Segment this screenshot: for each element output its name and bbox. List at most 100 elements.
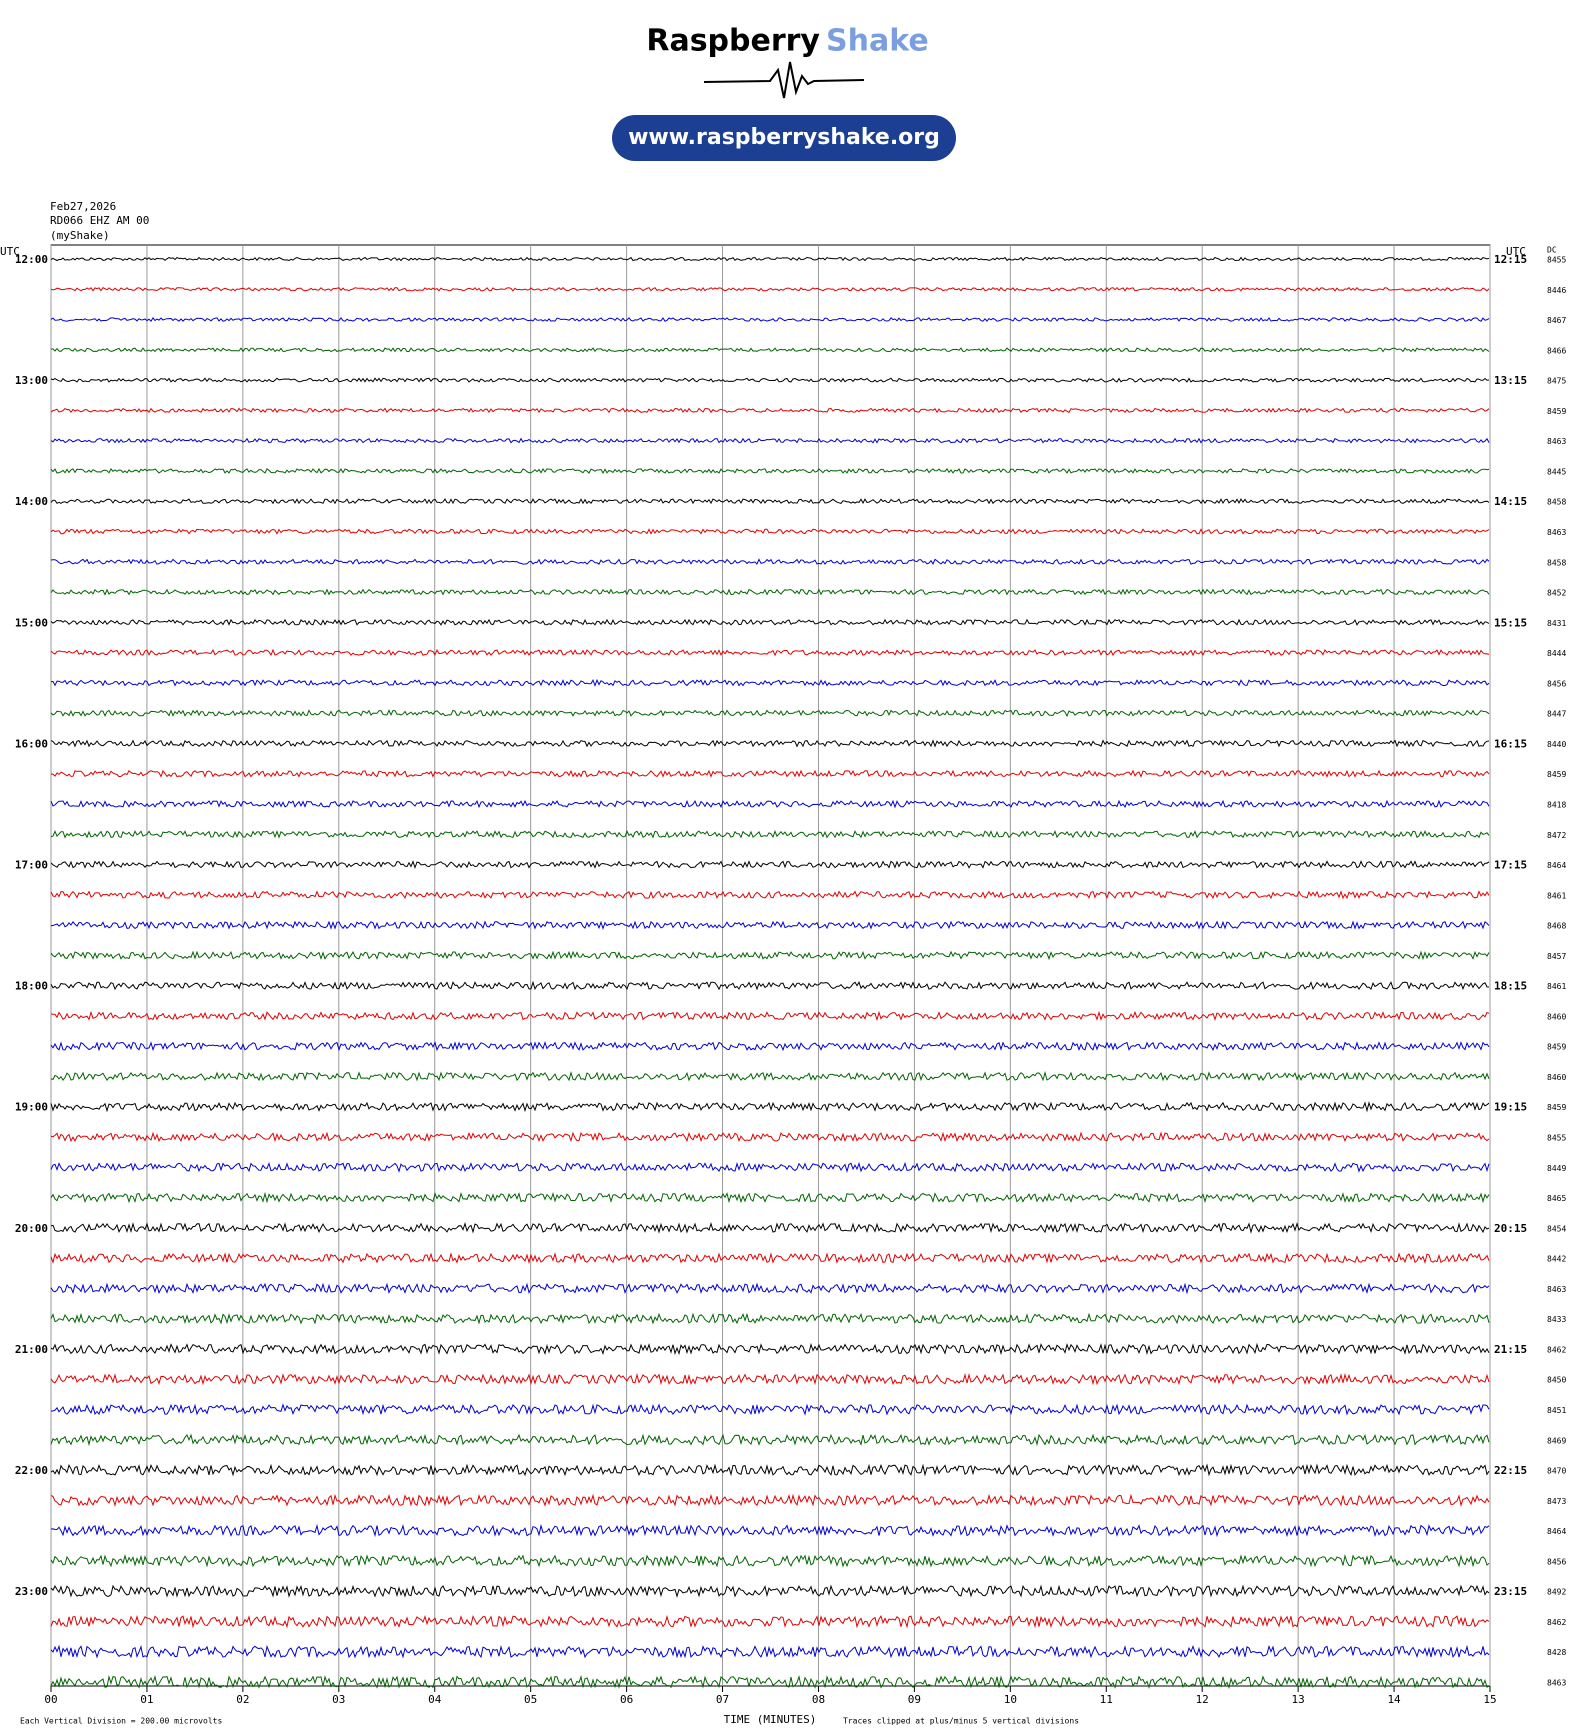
trace xyxy=(50,950,1490,961)
trace xyxy=(50,498,1490,505)
trace xyxy=(50,829,1490,839)
x-tick-label: 13 xyxy=(1292,1693,1305,1706)
dc-offset: 8465 xyxy=(1547,1194,1566,1203)
dc-offset: 8458 xyxy=(1547,558,1566,567)
dc-offset: 8442 xyxy=(1547,1255,1566,1264)
trace xyxy=(50,1191,1490,1204)
dc-offset: 8454 xyxy=(1547,1224,1566,1233)
dc-offset: 8418 xyxy=(1547,800,1566,809)
x-tick-label: 03 xyxy=(332,1693,345,1706)
dc-offset: 8444 xyxy=(1547,649,1566,658)
x-tick-label: 00 xyxy=(44,1693,57,1706)
left-hour-label: 22:00 xyxy=(15,1464,48,1477)
x-tick-label: 11 xyxy=(1100,1693,1113,1706)
trace xyxy=(50,799,1490,809)
left-hour-label: 13:00 xyxy=(15,374,48,387)
x-tick-label: 09 xyxy=(908,1693,921,1706)
left-hour-label: 14:00 xyxy=(15,495,48,508)
right-hour-label: 19:15 xyxy=(1494,1101,1527,1114)
dc-offset: 8492 xyxy=(1547,1588,1566,1597)
dc-offset: 8455 xyxy=(1547,1134,1566,1143)
dc-offset: 8451 xyxy=(1547,1406,1566,1415)
trace xyxy=(50,347,1490,353)
trace xyxy=(51,1403,1490,1416)
left-hour-label: 17:00 xyxy=(15,859,48,872)
left-hour-label: 23:00 xyxy=(15,1585,48,1598)
trace xyxy=(50,860,1490,869)
dc-offset: 8473 xyxy=(1547,1497,1566,1506)
date: Feb27,2026 xyxy=(50,200,116,213)
trace xyxy=(50,437,1490,444)
trace xyxy=(50,1614,1490,1629)
trace xyxy=(50,528,1490,535)
trace xyxy=(50,1463,1490,1477)
right-hour-label: 20:15 xyxy=(1494,1222,1527,1235)
right-hour-label: 17:15 xyxy=(1494,859,1527,872)
dc-offset: 8459 xyxy=(1547,1103,1566,1112)
x-axis-title: TIME (MINUTES) xyxy=(724,1713,817,1726)
url: www.raspberryshake.org xyxy=(628,125,940,150)
trace xyxy=(50,286,1490,292)
dc-offset: 8461 xyxy=(1547,982,1566,991)
right-hour-label: 15:15 xyxy=(1494,616,1527,629)
left-hour-label: 12:00 xyxy=(15,253,48,266)
trace xyxy=(50,1553,1490,1568)
trace xyxy=(50,1131,1490,1143)
right-hour-label: 13:15 xyxy=(1494,374,1527,387)
left-hour-label: 15:00 xyxy=(15,616,48,629)
trace xyxy=(50,1584,1490,1598)
trace xyxy=(50,1161,1490,1173)
x-tick-label: 12 xyxy=(1196,1693,1209,1706)
trace xyxy=(50,1433,1490,1447)
dc-offset: 8460 xyxy=(1547,1073,1566,1082)
dc-offset: 8466 xyxy=(1547,346,1566,355)
dc-offset: 8455 xyxy=(1547,256,1566,265)
dc-offset: 8433 xyxy=(1547,1315,1566,1324)
trace xyxy=(50,467,1490,475)
trace xyxy=(50,678,1490,687)
trace xyxy=(50,1252,1490,1265)
trace xyxy=(50,558,1490,565)
trace xyxy=(50,769,1490,778)
dc-offset: 8467 xyxy=(1547,316,1566,325)
left-hour-label: 18:00 xyxy=(15,980,48,993)
right-axis-title: UTC xyxy=(1506,245,1526,258)
trace xyxy=(50,317,1490,323)
dc-offset: 8468 xyxy=(1547,922,1566,931)
dc-offset: 8472 xyxy=(1547,831,1566,840)
dc-offset: 8459 xyxy=(1547,407,1566,416)
dc-offset: 8446 xyxy=(1547,286,1566,295)
trace xyxy=(50,1342,1490,1356)
dc-offset: 8463 xyxy=(1547,1285,1566,1294)
dc-offset: 8428 xyxy=(1547,1648,1566,1657)
dc-offset: 8431 xyxy=(1547,619,1566,628)
brand-first: Raspberry xyxy=(646,24,820,59)
left-hour-label: 19:00 xyxy=(15,1101,48,1114)
x-tick-label: 04 xyxy=(428,1693,442,1706)
trace xyxy=(50,1222,1490,1234)
dc-offset: 8463 xyxy=(1547,528,1566,537)
trace xyxy=(50,256,1490,262)
trace xyxy=(50,980,1490,991)
dc-offset: 8449 xyxy=(1547,1164,1566,1173)
trace xyxy=(50,1070,1490,1082)
trace xyxy=(50,1644,1490,1659)
dc-offset: 8470 xyxy=(1547,1467,1566,1476)
logo-wave xyxy=(703,61,865,99)
dc-offset: 8452 xyxy=(1547,589,1566,598)
left-hour-label: 16:00 xyxy=(15,737,48,750)
dc-offset: 8459 xyxy=(1547,770,1566,779)
dc-offset: 8464 xyxy=(1547,861,1566,870)
url-pill xyxy=(612,115,956,161)
x-tick-label: 15 xyxy=(1483,1693,1496,1706)
dc-offset: 8457 xyxy=(1547,952,1566,961)
left-hour-label: 20:00 xyxy=(15,1222,48,1235)
dc-offset: 8463 xyxy=(1547,1679,1566,1688)
x-tick-label: 02 xyxy=(236,1693,249,1706)
trace xyxy=(50,618,1490,626)
dc-offset: 8450 xyxy=(1547,1376,1566,1385)
x-tick-label: 05 xyxy=(524,1693,537,1706)
dc-offset: 8456 xyxy=(1547,679,1566,688)
x-tick-label: 14 xyxy=(1387,1693,1401,1706)
trace xyxy=(50,1010,1490,1022)
